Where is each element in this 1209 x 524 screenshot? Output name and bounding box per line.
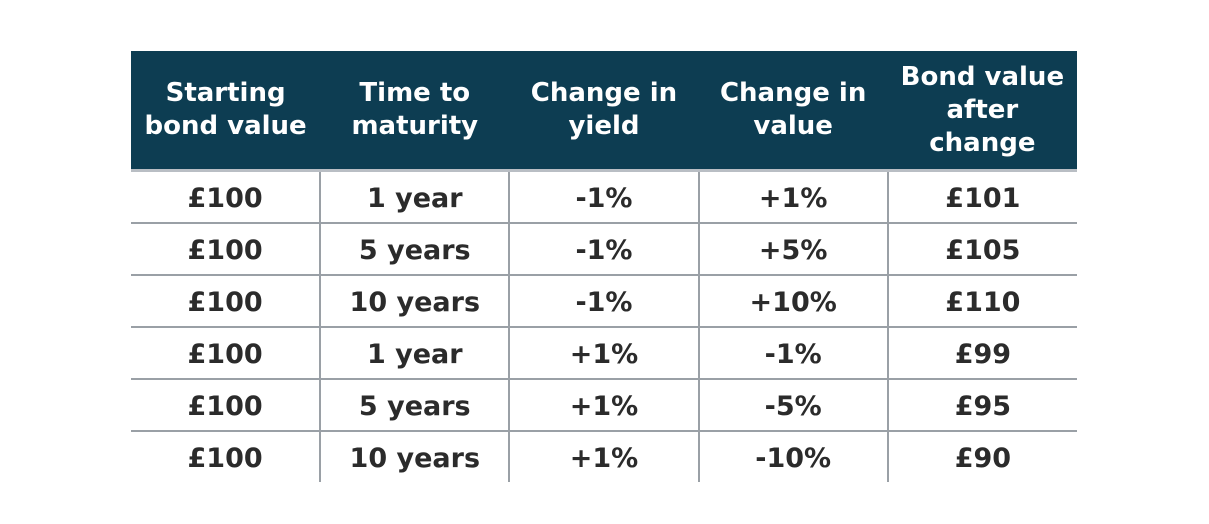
bond-value-table: Starting bond value Time to maturity Cha… (131, 51, 1077, 482)
cell-text: £95 (954, 390, 1012, 422)
cell-text: +1% (758, 182, 828, 214)
cell-yield-change: +1% (508, 431, 699, 482)
cell-text: £100 (187, 182, 263, 214)
header-label: Change in value (719, 78, 867, 141)
cell-text: 5 years (358, 390, 471, 422)
table-row: £100 10 years -1% +10% £110 (131, 275, 1077, 328)
cell-text: +10% (749, 286, 837, 318)
header-label: Time to maturity (351, 78, 479, 141)
header-change-in-value: Change in value (698, 51, 888, 172)
cell-value-change: -10% (697, 431, 888, 482)
table-row: £100 1 year -1% +1% £101 (131, 170, 1077, 224)
header-starting-bond-value: Starting bond value (131, 51, 321, 172)
table-row: £100 1 year +1% -1% £99 (131, 327, 1077, 380)
cell-text: -1% (575, 182, 633, 214)
cell-text: -1% (575, 234, 633, 266)
cell-text: £100 (187, 234, 263, 266)
cell-value-change: -5% (697, 379, 888, 432)
cell-maturity: 10 years (319, 275, 510, 328)
cell-text: £105 (945, 234, 1021, 266)
cell-text: 1 year (366, 338, 463, 370)
cell-text: 10 years (349, 442, 481, 474)
cell-text: £100 (187, 338, 263, 370)
cell-value-after: £110 (886, 275, 1077, 328)
cell-value-after: £90 (886, 431, 1077, 482)
cell-text: £100 (187, 286, 263, 318)
cell-starting-value: £100 (131, 379, 321, 432)
cell-yield-change: +1% (508, 379, 699, 432)
cell-yield-change: -1% (508, 223, 699, 276)
cell-text: £101 (945, 182, 1021, 214)
cell-value-after: £99 (886, 327, 1077, 380)
table-body: £100 1 year -1% +1% £101 £100 5 years -1… (131, 170, 1077, 482)
cell-value-change: +5% (697, 223, 888, 276)
cell-text: 1 year (366, 182, 463, 214)
cell-text: £99 (954, 338, 1012, 370)
header-label: Bond value after change (900, 61, 1065, 158)
cell-maturity: 5 years (319, 223, 510, 276)
table-row: £100 5 years +1% -5% £95 (131, 379, 1077, 432)
cell-text: £110 (945, 286, 1021, 318)
cell-value-after: £95 (886, 379, 1077, 432)
cell-value-after: £101 (886, 170, 1077, 224)
cell-text: +5% (758, 234, 828, 266)
cell-text: -1% (764, 338, 822, 370)
cell-text: £100 (187, 390, 263, 422)
cell-text: -5% (764, 390, 822, 422)
cell-starting-value: £100 (131, 223, 321, 276)
bond-table-container: Starting bond value Time to maturity Cha… (131, 51, 1077, 482)
cell-starting-value: £100 (131, 170, 321, 224)
cell-text: -10% (755, 442, 832, 474)
cell-maturity: 5 years (319, 379, 510, 432)
cell-yield-change: -1% (508, 170, 699, 224)
table-row: £100 10 years +1% -10% £90 (131, 431, 1077, 482)
cell-starting-value: £100 (131, 275, 321, 328)
cell-text: £90 (954, 442, 1012, 474)
header-row: Starting bond value Time to maturity Cha… (131, 51, 1077, 172)
table-header: Starting bond value Time to maturity Cha… (131, 51, 1077, 172)
cell-starting-value: £100 (131, 327, 321, 380)
header-label: Change in yield (530, 78, 678, 141)
cell-text: £100 (187, 442, 263, 474)
cell-text: 10 years (349, 286, 481, 318)
header-change-in-yield: Change in yield (509, 51, 699, 172)
cell-maturity: 1 year (319, 170, 510, 224)
cell-yield-change: +1% (508, 327, 699, 380)
cell-text: +1% (569, 442, 639, 474)
cell-value-change: +10% (697, 275, 888, 328)
cell-value-after: £105 (886, 223, 1077, 276)
cell-yield-change: -1% (508, 275, 699, 328)
header-label: Starting bond value (144, 78, 307, 141)
cell-value-change: -1% (697, 327, 888, 380)
cell-maturity: 1 year (319, 327, 510, 380)
cell-text: +1% (569, 338, 639, 370)
cell-text: 5 years (358, 234, 471, 266)
cell-text: -1% (575, 286, 633, 318)
cell-maturity: 10 years (319, 431, 510, 482)
header-bond-value-after-change: Bond value after change (887, 51, 1077, 172)
cell-starting-value: £100 (131, 431, 320, 482)
cell-value-change: +1% (697, 170, 888, 224)
header-time-to-maturity: Time to maturity (320, 51, 510, 172)
table-row: £100 5 years -1% +5% £105 (131, 223, 1077, 276)
cell-text: +1% (569, 390, 639, 422)
